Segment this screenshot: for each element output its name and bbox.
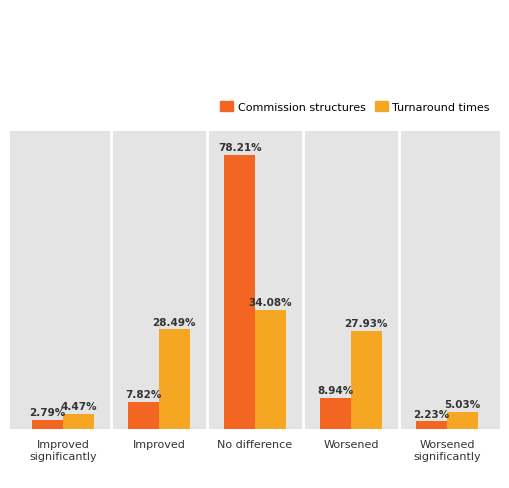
Bar — [32, 420, 63, 429]
Text: 27.93%: 27.93% — [344, 319, 387, 329]
Text: 7.82%: 7.82% — [125, 389, 161, 399]
Text: 2.23%: 2.23% — [413, 409, 449, 419]
Bar — [415, 422, 446, 429]
Bar — [224, 156, 254, 429]
Text: 34.08%: 34.08% — [248, 297, 292, 307]
Bar — [128, 402, 159, 429]
Text: 5.03%: 5.03% — [443, 399, 479, 409]
Text: 78.21%: 78.21% — [217, 143, 261, 153]
Bar — [254, 310, 285, 429]
Text: 28.49%: 28.49% — [152, 317, 196, 327]
Text: 4.47%: 4.47% — [60, 401, 97, 411]
Bar — [446, 412, 477, 429]
Text: 8.94%: 8.94% — [317, 386, 353, 395]
Text: 2.79%: 2.79% — [30, 407, 66, 417]
Bar — [63, 414, 94, 429]
Bar — [320, 398, 350, 429]
Bar — [159, 330, 189, 429]
Bar — [350, 332, 381, 429]
Legend: Commission structures, Turnaround times: Commission structures, Turnaround times — [215, 98, 493, 117]
Text: HOW HAVE TURNAROUND TIMES AND COMMISSION
STRUCTURES CHANGED OVER THE PAST YEAR?: HOW HAVE TURNAROUND TIMES AND COMMISSION… — [15, 21, 493, 63]
